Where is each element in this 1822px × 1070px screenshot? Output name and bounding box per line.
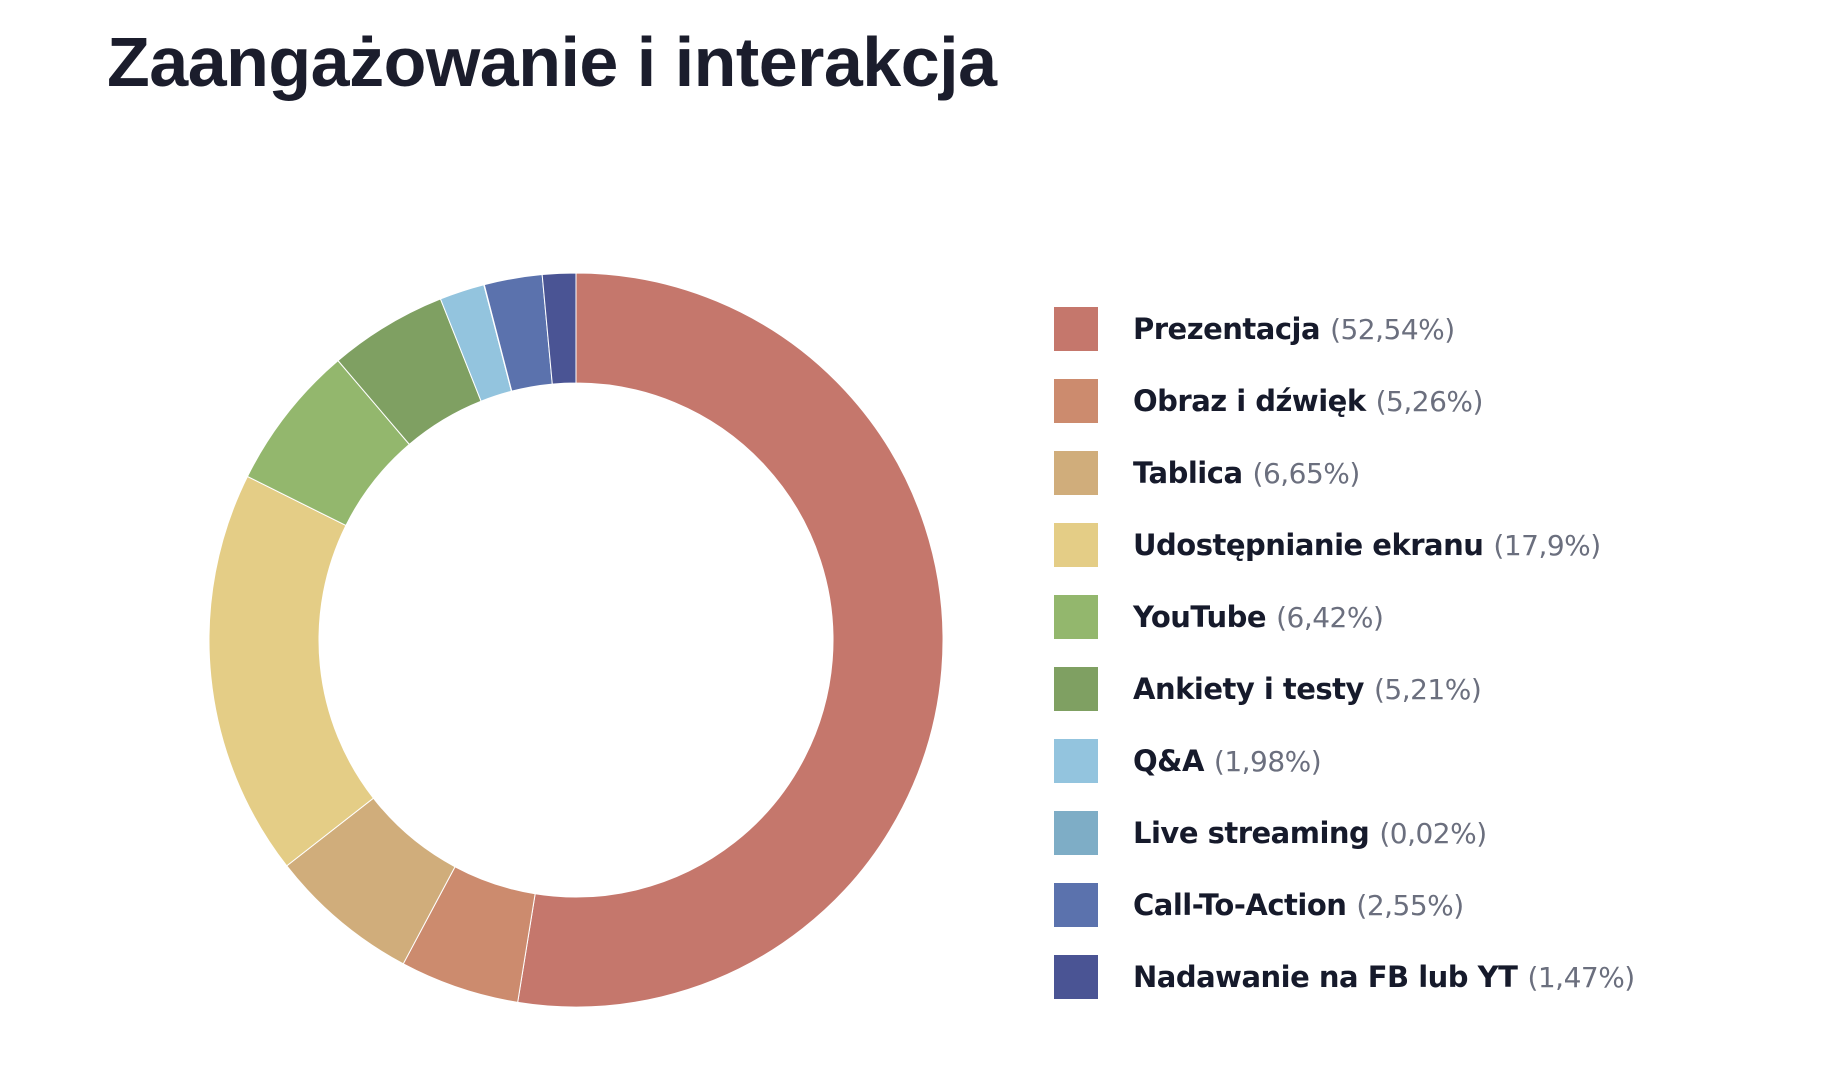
legend-swatch — [1054, 307, 1098, 351]
legend-value: (5,26%) — [1375, 384, 1484, 418]
legend-item: Ankiety i testy (5,21%) — [1054, 653, 1635, 725]
legend-label: Prezentacja — [1133, 312, 1321, 346]
legend-value: (17,9%) — [1493, 528, 1601, 562]
legend-label: Ankiety i testy — [1133, 672, 1364, 706]
chart-title: Zaangażowanie i interakcja — [107, 23, 997, 101]
legend-item: Prezentacja (52,54%) — [1054, 293, 1635, 365]
legend-label: Udostępnianie ekranu — [1133, 528, 1484, 562]
legend-swatch — [1054, 523, 1098, 567]
legend-value: (2,55%) — [1356, 888, 1464, 922]
legend-value: (1,98%) — [1213, 744, 1322, 778]
legend-item: Live streaming (0,02%) — [1054, 797, 1635, 869]
legend-swatch — [1054, 667, 1098, 711]
donut-slice-0 — [517, 272, 944, 1008]
legend-swatch — [1054, 595, 1098, 639]
legend-item: Call-To-Action (2,55%) — [1054, 869, 1635, 941]
legend-value: (6,65%) — [1252, 456, 1361, 490]
legend: Prezentacja (52,54%) Obraz i dźwięk (5,26%)… — [1054, 293, 1635, 1013]
legend-item: Obraz i dźwięk (5,26%) — [1054, 365, 1635, 437]
legend-label: Tablica — [1133, 456, 1243, 490]
legend-label: Live streaming — [1133, 816, 1370, 850]
legend-item: Udostępnianie ekranu (17,9%) — [1054, 509, 1635, 581]
legend-swatch — [1054, 739, 1098, 783]
legend-label: YouTube — [1133, 600, 1267, 634]
legend-item: Tablica (6,65%) — [1054, 437, 1635, 509]
legend-value: (52,54%) — [1330, 312, 1455, 346]
legend-swatch — [1054, 883, 1098, 927]
legend-label: Nadawanie na FB lub YT — [1133, 960, 1518, 994]
legend-item: Nadawanie na FB lub YT (1,47%) — [1054, 941, 1635, 1013]
legend-swatch — [1054, 955, 1098, 999]
legend-label: Obraz i dźwięk — [1133, 384, 1366, 418]
legend-item: YouTube (6,42%) — [1054, 581, 1635, 653]
legend-swatch — [1054, 451, 1098, 495]
legend-value: (0,02%) — [1379, 816, 1487, 850]
legend-item: Q&A (1,98%) — [1054, 725, 1635, 797]
donut-slice-9 — [541, 272, 577, 385]
legend-value: (1,47%) — [1527, 960, 1635, 994]
legend-swatch — [1054, 811, 1098, 855]
legend-value: (5,21%) — [1373, 672, 1482, 706]
legend-value: (6,42%) — [1276, 600, 1384, 634]
legend-label: Q&A — [1133, 744, 1204, 778]
donut-slice-3 — [208, 475, 375, 867]
legend-swatch — [1054, 379, 1098, 423]
legend-label: Call-To-Action — [1133, 888, 1347, 922]
